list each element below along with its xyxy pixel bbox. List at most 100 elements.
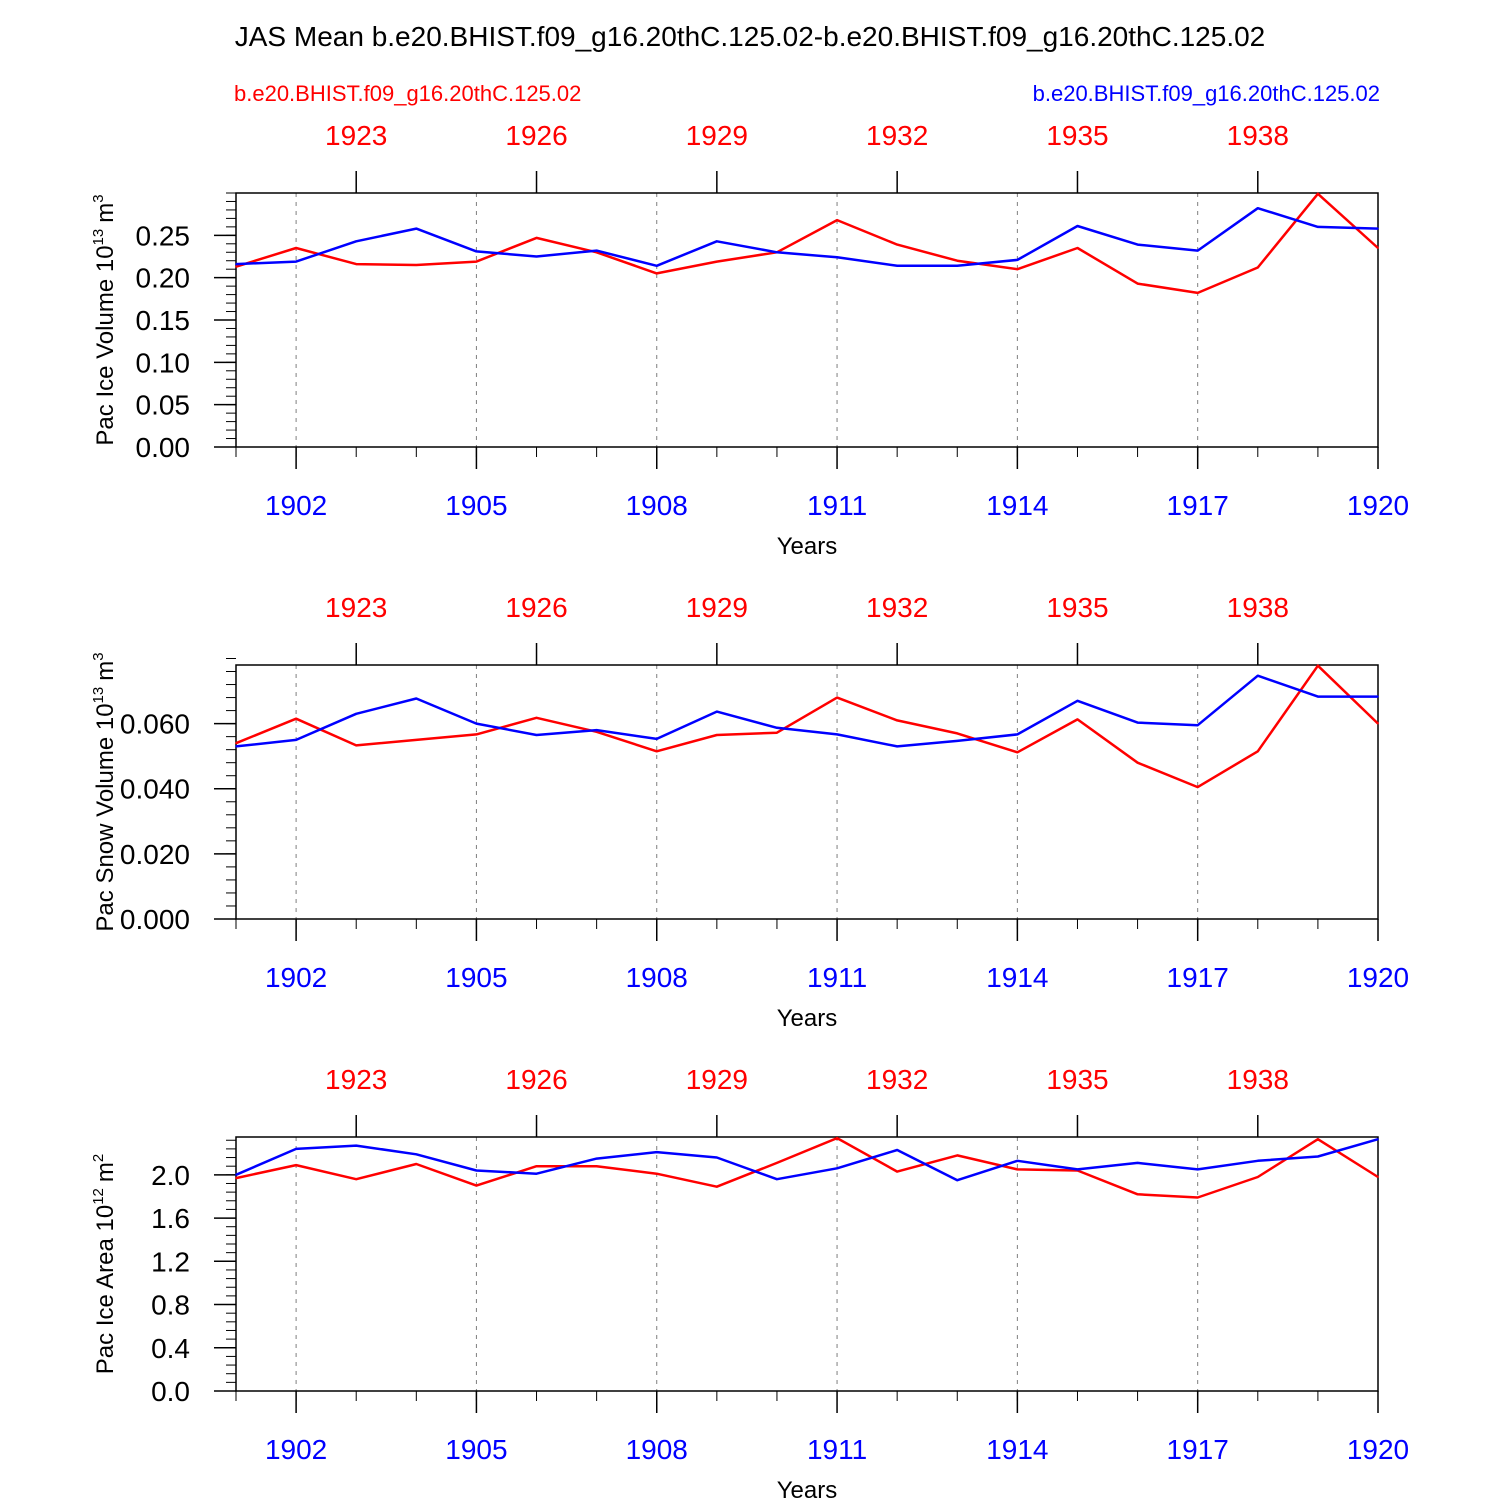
data-point-blue-1902 <box>295 1148 297 1150</box>
x-axis-label: Years <box>777 1477 838 1500</box>
data-point-red-1908 <box>655 1172 658 1175</box>
x-tick-label-bottom: 1902 <box>265 490 327 521</box>
data-point-blue-1906 <box>535 734 538 736</box>
panels: 0.00 0.05 0.10 0.15 0.20 0.25 1902 1905 1908 1911… <box>90 120 1409 1504</box>
y-label-main: Pac Snow Volume 10 <box>92 703 119 931</box>
data-point-blue-1914 <box>1016 259 1019 261</box>
series-line-red <box>235 192 1379 295</box>
data-point-red-1911 <box>836 1137 838 1139</box>
x-tick-label-top: 1938 <box>1227 592 1289 623</box>
data-point-red-1914 <box>1016 1168 1019 1171</box>
x-tick-label-top: 1923 <box>325 120 387 151</box>
data-point-red-1912 <box>896 1170 898 1173</box>
x-tick-label-top: 1935 <box>1046 120 1108 151</box>
x-tick-label-top: 1929 <box>686 592 748 623</box>
data-point-blue-1911 <box>836 733 838 736</box>
data-point-blue-1907 <box>595 249 598 252</box>
data-point-blue-1912 <box>896 1149 898 1151</box>
data-point-red-1913 <box>956 1154 959 1157</box>
data-point-blue-1901 <box>235 1174 237 1176</box>
y-tick-label: 0.20 <box>136 263 191 294</box>
data-point-red-1919 <box>1317 193 1319 195</box>
data-point-red-1920 <box>1377 722 1379 725</box>
data-point-red-1915 <box>1076 247 1079 249</box>
data-point-blue-1917 <box>1196 249 1199 252</box>
panel-2: 0.000 0.020 0.040 0.060 1902 1905 1908 1911 1914… <box>90 592 1409 1032</box>
y-label-unit-exponent: 2 <box>90 1154 107 1162</box>
data-point-red-1911 <box>836 219 838 221</box>
y-label-unit-exponent: 3 <box>90 194 107 202</box>
series-line-red <box>235 664 1379 789</box>
data-point-blue-1920 <box>1377 695 1379 698</box>
data-point-red-1916 <box>1136 761 1139 764</box>
y-tick-label: 0.05 <box>136 390 191 421</box>
data-point-red-1909 <box>716 734 718 736</box>
data-point-blue-1910 <box>776 1178 778 1180</box>
data-point-red-1913 <box>956 732 959 735</box>
x-tick-label-bottom: 1908 <box>626 490 688 521</box>
data-point-blue-1908 <box>655 738 658 740</box>
x-tick-label-bottom: 1902 <box>265 962 327 993</box>
y-label-main: Pac Ice Area 10 <box>92 1205 119 1374</box>
data-point-blue-1918 <box>1256 207 1259 210</box>
y-tick-label: 1.6 <box>151 1203 190 1234</box>
data-point-red-1908 <box>655 272 658 275</box>
y-label-exponent: 13 <box>90 229 107 246</box>
data-point-blue-1911 <box>836 256 838 259</box>
data-point-red-1903 <box>355 1178 358 1180</box>
x-tick-label-bottom: 1911 <box>807 962 867 993</box>
y-label-exponent: 13 <box>90 687 107 704</box>
y-label-exponent: 12 <box>90 1188 107 1205</box>
x-axis-label: Years <box>777 533 838 560</box>
data-point-blue-1917 <box>1196 724 1199 727</box>
y-axis-label: Pac Snow Volume 1013 m3 <box>90 652 119 931</box>
data-point-red-1910 <box>776 731 778 734</box>
plot-frame <box>235 1136 1379 1392</box>
data-point-red-1917 <box>1196 1196 1199 1199</box>
series-line-red <box>235 1136 1379 1199</box>
y-tick-label: 0.8 <box>151 1290 190 1321</box>
data-point-blue-1920 <box>1377 227 1379 230</box>
legend-right-label: b.e20.BHIST.f09_g16.20thC.125.02 <box>1033 81 1380 106</box>
series-line-blue <box>235 674 1378 748</box>
data-point-blue-1918 <box>1256 1159 1259 1162</box>
data-point-blue-1907 <box>595 1157 598 1160</box>
data-point-red-1912 <box>896 719 898 722</box>
x-tick-label-bottom: 1914 <box>986 962 1048 993</box>
data-point-red-1911 <box>836 696 838 699</box>
data-point-red-1906 <box>535 716 538 719</box>
x-tick-label-top: 1932 <box>866 120 928 151</box>
data-point-blue-1914 <box>1016 733 1019 736</box>
x-tick-label-top: 1926 <box>505 1064 567 1095</box>
data-point-blue-1908 <box>655 1151 658 1153</box>
figure-title: JAS Mean b.e20.BHIST.f09_g16.20thC.125.0… <box>235 21 1266 52</box>
data-point-blue-1909 <box>716 1156 718 1159</box>
data-point-blue-1919 <box>1317 695 1319 698</box>
x-tick-label-top: 1929 <box>686 1064 748 1095</box>
data-point-blue-1902 <box>295 260 297 263</box>
data-point-red-1905 <box>475 1184 478 1187</box>
data-point-blue-1909 <box>716 240 718 243</box>
x-tick-label-top: 1938 <box>1227 120 1289 151</box>
y-tick-label: 0.15 <box>136 305 191 336</box>
x-tick-label-top: 1932 <box>866 592 928 623</box>
data-point-red-1917 <box>1196 292 1199 294</box>
y-tick-label: 0.000 <box>120 904 190 935</box>
x-tick-label-bottom: 1905 <box>445 962 507 993</box>
data-point-red-1905 <box>475 260 478 263</box>
y-tick-label: 0.0 <box>151 1376 190 1407</box>
data-point-blue-1919 <box>1317 226 1319 228</box>
x-tick-label-top: 1935 <box>1046 592 1108 623</box>
x-tick-label-bottom: 1911 <box>807 490 867 521</box>
data-point-blue-1906 <box>535 1172 538 1175</box>
data-point-blue-1915 <box>1076 1168 1079 1171</box>
data-point-blue-1913 <box>956 1179 959 1182</box>
data-point-red-1920 <box>1377 1176 1379 1178</box>
x-tick-label-bottom: 1920 <box>1347 962 1409 993</box>
data-point-red-1919 <box>1317 1138 1319 1140</box>
data-point-blue-1909 <box>716 710 718 713</box>
data-point-red-1901 <box>235 742 237 744</box>
x-tick-label-bottom: 1902 <box>265 1434 327 1465</box>
